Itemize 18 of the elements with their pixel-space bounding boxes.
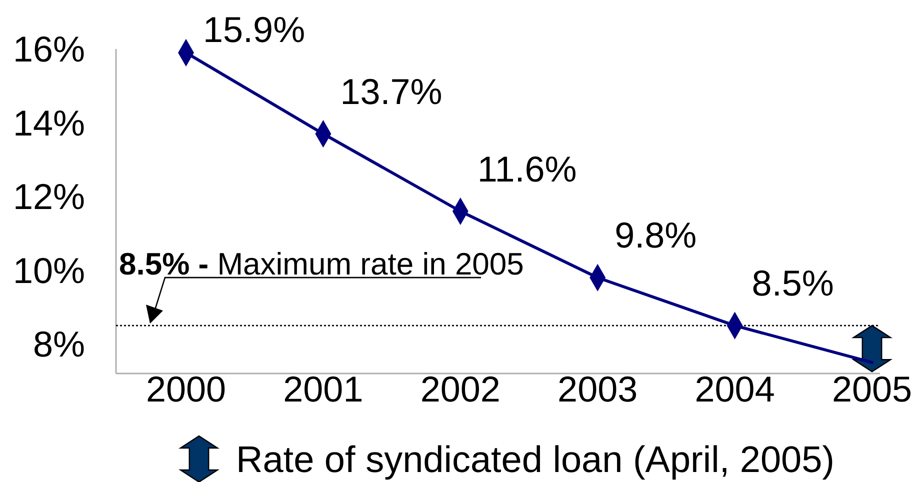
data-label: 13.7% [340,70,442,112]
ref-line-label: 8.5% - Maximum rate in 2005 [119,246,524,282]
data-label: 9.8% [614,214,697,256]
x-tick-label: 2005 [832,368,912,410]
y-tick-label: 8% [32,324,85,365]
x-tick-label: 2002 [420,368,500,410]
legend-label: Rate of syndicated loan (April, 2005) [236,438,835,480]
data-label: 8.5% [752,262,834,304]
y-tick-label: 14% [12,102,85,144]
x-tick-label: 2001 [283,368,364,410]
y-tick-label: 16% [12,28,85,70]
data-label: 15.9% [203,9,306,50]
y-tick-label: 10% [12,250,85,291]
x-tick-label: 2004 [694,368,775,410]
data-label: 11.6% [477,148,577,190]
y-tick-label: 12% [12,176,85,218]
x-tick-label: 2003 [558,368,638,410]
x-tick-label: 2000 [146,368,226,410]
